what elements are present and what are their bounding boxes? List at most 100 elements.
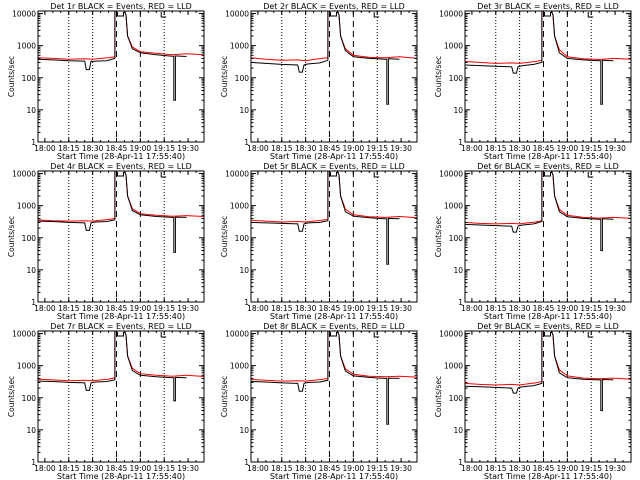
y-tick-label: 10 <box>453 266 463 275</box>
y-tick-label: 1 <box>31 458 36 467</box>
panel-det-9: Det 9r BLACK = Events, RED = LLD 1 10 100 10… <box>434 322 632 480</box>
x-tick-label: 18:45 <box>106 304 128 313</box>
panel-title: Det 2r BLACK = Events, RED = LLD <box>263 2 405 11</box>
x-tick-label: 18:15 <box>58 304 80 313</box>
x-axis-label: Start Time (28-Apr-11 17:55:40) <box>270 472 398 480</box>
x-tick-label: 18:15 <box>58 144 80 153</box>
panel-title: Det 1r BLACK = Events, RED = LLD <box>50 2 192 11</box>
x-axis-label: Start Time (28-Apr-11 17:55:40) <box>484 152 612 161</box>
y-tick-label: 1 <box>458 138 463 147</box>
panel-title: Det 9r BLACK = Events, RED = LLD <box>477 322 619 331</box>
y-tick-label: 1000 <box>230 362 249 371</box>
x-tick-label: 19:30 <box>604 144 626 153</box>
x-axis-label: Start Time (28-Apr-11 17:55:40) <box>270 152 398 161</box>
y-tick-label: 10 <box>239 266 249 275</box>
series-line-events <box>37 330 187 402</box>
plot-frame <box>37 10 205 143</box>
x-tick-label: 19:15 <box>366 464 388 473</box>
top-marker <box>329 12 337 17</box>
y-axis-label: Counts/sec <box>220 216 229 257</box>
top-marker <box>160 332 167 338</box>
x-tick-label: 18:00 <box>34 144 56 153</box>
y-axis-label: Counts/sec <box>434 376 443 417</box>
x-tick-label: 18:45 <box>106 464 128 473</box>
y-tick-label: 100 <box>235 234 250 243</box>
x-tick-label: 19:00 <box>557 464 579 473</box>
x-tick-label: 18:15 <box>485 464 507 473</box>
series-line-lld <box>250 10 418 62</box>
panel-det-2: Det 2r BLACK = Events, RED = LLD 1 10 100 10… <box>220 2 418 161</box>
y-tick-label: 10 <box>239 106 249 115</box>
top-marker <box>587 12 594 18</box>
panel-det-3: Det 3r BLACK = Events, RED = LLD 1 10 100 10… <box>434 2 632 161</box>
panel-title: Det 4r BLACK = Events, RED = LLD <box>50 162 192 171</box>
top-marker <box>329 172 337 177</box>
panel-title: Det 7r BLACK = Events, RED = LLD <box>50 322 192 331</box>
x-axis-label: Start Time (28-Apr-11 17:55:40) <box>270 312 398 321</box>
x-tick-label: 18:45 <box>533 464 555 473</box>
plot-frame <box>464 10 632 143</box>
series-line-lld <box>464 330 632 386</box>
plot-frame <box>250 170 418 303</box>
y-axis-label: Counts/sec <box>434 56 443 97</box>
panel-det-4: Det 4r BLACK = Events, RED = LLD 1 10 100 10… <box>7 162 205 321</box>
x-tick-label: 18:45 <box>319 304 341 313</box>
panel-det-7: Det 7r BLACK = Events, RED = LLD 1 10 100 10… <box>7 322 205 480</box>
y-axis-label: Counts/sec <box>220 56 229 97</box>
top-marker <box>160 172 167 178</box>
plot-frame <box>37 170 205 303</box>
x-tick-label: 18:15 <box>271 464 293 473</box>
series-line-lld <box>250 330 418 382</box>
x-tick-label: 19:00 <box>557 144 579 153</box>
series-line-events <box>250 170 400 265</box>
panel-title: Det 6r BLACK = Events, RED = LLD <box>477 162 619 171</box>
x-tick-label: 19:30 <box>390 464 412 473</box>
x-axis-label: Start Time (28-Apr-11 17:55:40) <box>57 312 185 321</box>
x-tick-label: 18:30 <box>295 304 317 313</box>
y-tick-label: 100 <box>22 394 37 403</box>
series-line-lld <box>250 170 418 223</box>
y-tick-label: 10 <box>26 266 36 275</box>
x-tick-label: 18:00 <box>461 144 483 153</box>
x-tick-label: 18:45 <box>533 304 555 313</box>
x-tick-label: 19:30 <box>390 144 412 153</box>
panel-title: Det 5r BLACK = Events, RED = LLD <box>263 162 405 171</box>
x-tick-label: 18:45 <box>106 144 128 153</box>
y-tick-label: 10000 <box>439 10 463 19</box>
y-tick-label: 10 <box>26 426 36 435</box>
y-tick-label: 10000 <box>12 10 36 19</box>
x-tick-label: 19:30 <box>177 144 199 153</box>
x-tick-label: 19:15 <box>153 304 175 313</box>
series-line-events <box>250 330 400 425</box>
series-line-lld <box>464 10 632 64</box>
y-tick-label: 10000 <box>12 170 36 179</box>
y-tick-label: 1 <box>31 298 36 307</box>
panel-title: Det 8r BLACK = Events, RED = LLD <box>263 322 405 331</box>
x-tick-label: 18:30 <box>509 464 531 473</box>
x-tick-label: 19:30 <box>177 304 199 313</box>
y-tick-label: 10 <box>453 106 463 115</box>
y-tick-label: 10000 <box>225 170 249 179</box>
x-axis-label: Start Time (28-Apr-11 17:55:40) <box>484 472 612 480</box>
y-tick-label: 10000 <box>225 330 249 339</box>
series-line-events <box>464 10 614 105</box>
y-tick-label: 10000 <box>439 330 463 339</box>
x-tick-label: 19:15 <box>366 304 388 313</box>
y-tick-label: 100 <box>235 74 250 83</box>
x-tick-label: 18:00 <box>34 464 56 473</box>
top-marker <box>587 172 594 178</box>
top-marker <box>116 332 124 337</box>
x-tick-label: 19:00 <box>343 304 365 313</box>
series-line-lld <box>37 10 205 60</box>
plot-frame <box>37 330 205 463</box>
y-tick-label: 1000 <box>444 362 463 371</box>
x-tick-label: 18:30 <box>295 464 317 473</box>
x-tick-label: 18:00 <box>247 464 269 473</box>
top-marker <box>543 12 551 17</box>
x-tick-label: 19:00 <box>130 144 152 153</box>
x-axis-label: Start Time (28-Apr-11 17:55:40) <box>57 472 185 480</box>
x-tick-label: 18:30 <box>82 144 104 153</box>
plot-frame <box>250 330 418 463</box>
y-tick-label: 1000 <box>17 42 36 51</box>
